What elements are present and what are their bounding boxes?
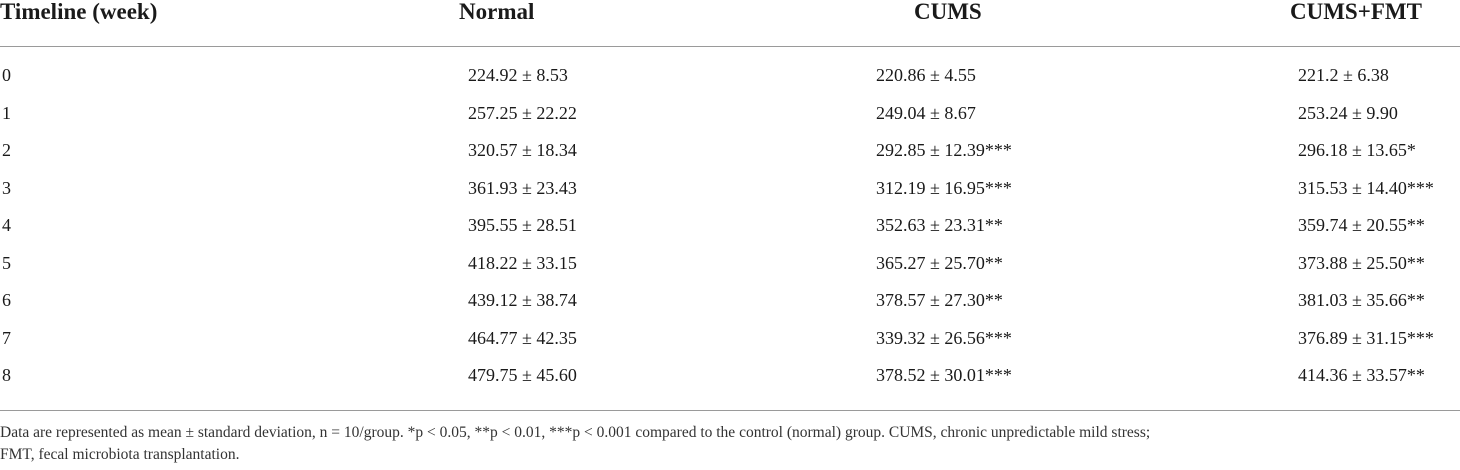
- header-cums-fmt: CUMS+FMT: [1290, 0, 1422, 24]
- table-row: 7 464.77 ± 42.35 339.32 ± 26.56*** 376.8…: [0, 323, 1460, 361]
- table-row: 8 479.75 ± 45.60 378.52 ± 30.01*** 414.3…: [0, 360, 1460, 398]
- cell-cums: 312.19 ± 16.95***: [876, 177, 1012, 198]
- table-bottom-rule: [0, 410, 1460, 411]
- cell-week: 0: [2, 65, 11, 85]
- cell-cums: 352.63 ± 23.31**: [876, 215, 1003, 235]
- footnote-line-2: FMT, fecal microbiota transplantation.: [0, 446, 240, 463]
- footnote-line-1: Data are represented as mean ± standard …: [0, 424, 1151, 441]
- table-row: 1 257.25 ± 22.22 249.04 ± 8.67 253.24 ± …: [0, 98, 1460, 136]
- cell-cums-fmt: 221.2 ± 6.38: [1298, 65, 1389, 85]
- table-row: 6 439.12 ± 38.74 378.57 ± 27.30** 381.03…: [0, 285, 1460, 323]
- cell-normal: 479.75 ± 45.60: [468, 365, 577, 385]
- cell-week: 7: [2, 327, 11, 348]
- table-row: 2 320.57 ± 18.34 292.85 ± 12.39*** 296.1…: [0, 135, 1460, 173]
- cell-cums-fmt: 296.18 ± 13.65*: [1298, 140, 1416, 160]
- cell-cums-fmt: 381.03 ± 35.66**: [1298, 290, 1425, 310]
- cell-cums: 292.85 ± 12.39***: [876, 140, 1012, 160]
- table-row: 4 395.55 ± 28.51 352.63 ± 23.31** 359.74…: [0, 210, 1460, 248]
- cell-cums-fmt: 376.89 ± 31.15***: [1298, 327, 1434, 348]
- cell-cums: 365.27 ± 25.70**: [876, 252, 1003, 273]
- cell-normal: 418.22 ± 33.15: [468, 252, 577, 273]
- table-body: 0 224.92 ± 8.53 220.86 ± 4.55 221.2 ± 6.…: [0, 60, 1460, 398]
- cell-week: 6: [2, 290, 11, 310]
- cell-cums: 249.04 ± 8.67: [876, 102, 976, 123]
- header-cums: CUMS: [914, 0, 982, 24]
- cell-normal: 395.55 ± 28.51: [468, 215, 577, 235]
- table-footnote: Data are represented as mean ± standard …: [0, 422, 1455, 466]
- cell-week: 8: [2, 365, 11, 385]
- table-row: 3 361.93 ± 23.43 312.19 ± 16.95*** 315.5…: [0, 173, 1460, 211]
- cell-cums: 378.57 ± 27.30**: [876, 290, 1003, 310]
- cell-normal: 224.92 ± 8.53: [468, 65, 568, 85]
- cell-cums: 339.32 ± 26.56***: [876, 327, 1012, 348]
- cell-cums-fmt: 373.88 ± 25.50**: [1298, 252, 1425, 273]
- cell-cums: 220.86 ± 4.55: [876, 65, 976, 85]
- table-row: 0 224.92 ± 8.53 220.86 ± 4.55 221.2 ± 6.…: [0, 60, 1460, 98]
- header-normal: Normal: [459, 0, 535, 24]
- cell-week: 5: [2, 252, 11, 273]
- cell-normal: 257.25 ± 22.22: [468, 102, 577, 123]
- cell-cums-fmt: 253.24 ± 9.90: [1298, 102, 1398, 123]
- cell-normal: 320.57 ± 18.34: [468, 140, 577, 160]
- cell-normal: 361.93 ± 23.43: [468, 177, 577, 198]
- cell-week: 1: [2, 102, 11, 123]
- cell-week: 3: [2, 177, 11, 198]
- header-timeline: Timeline (week): [0, 0, 158, 24]
- cell-week: 4: [2, 215, 11, 235]
- cell-normal: 464.77 ± 42.35: [468, 327, 577, 348]
- cell-week: 2: [2, 140, 11, 160]
- cell-cums: 378.52 ± 30.01***: [876, 365, 1012, 385]
- table-row: 5 418.22 ± 33.15 365.27 ± 25.70** 373.88…: [0, 248, 1460, 286]
- table-header-row: Timeline (week) Normal CUMS CUMS+FMT: [0, 0, 1460, 47]
- cell-cums-fmt: 414.36 ± 33.57**: [1298, 365, 1425, 385]
- cell-normal: 439.12 ± 38.74: [468, 290, 577, 310]
- cell-cums-fmt: 359.74 ± 20.55**: [1298, 215, 1425, 235]
- cell-cums-fmt: 315.53 ± 14.40***: [1298, 177, 1434, 198]
